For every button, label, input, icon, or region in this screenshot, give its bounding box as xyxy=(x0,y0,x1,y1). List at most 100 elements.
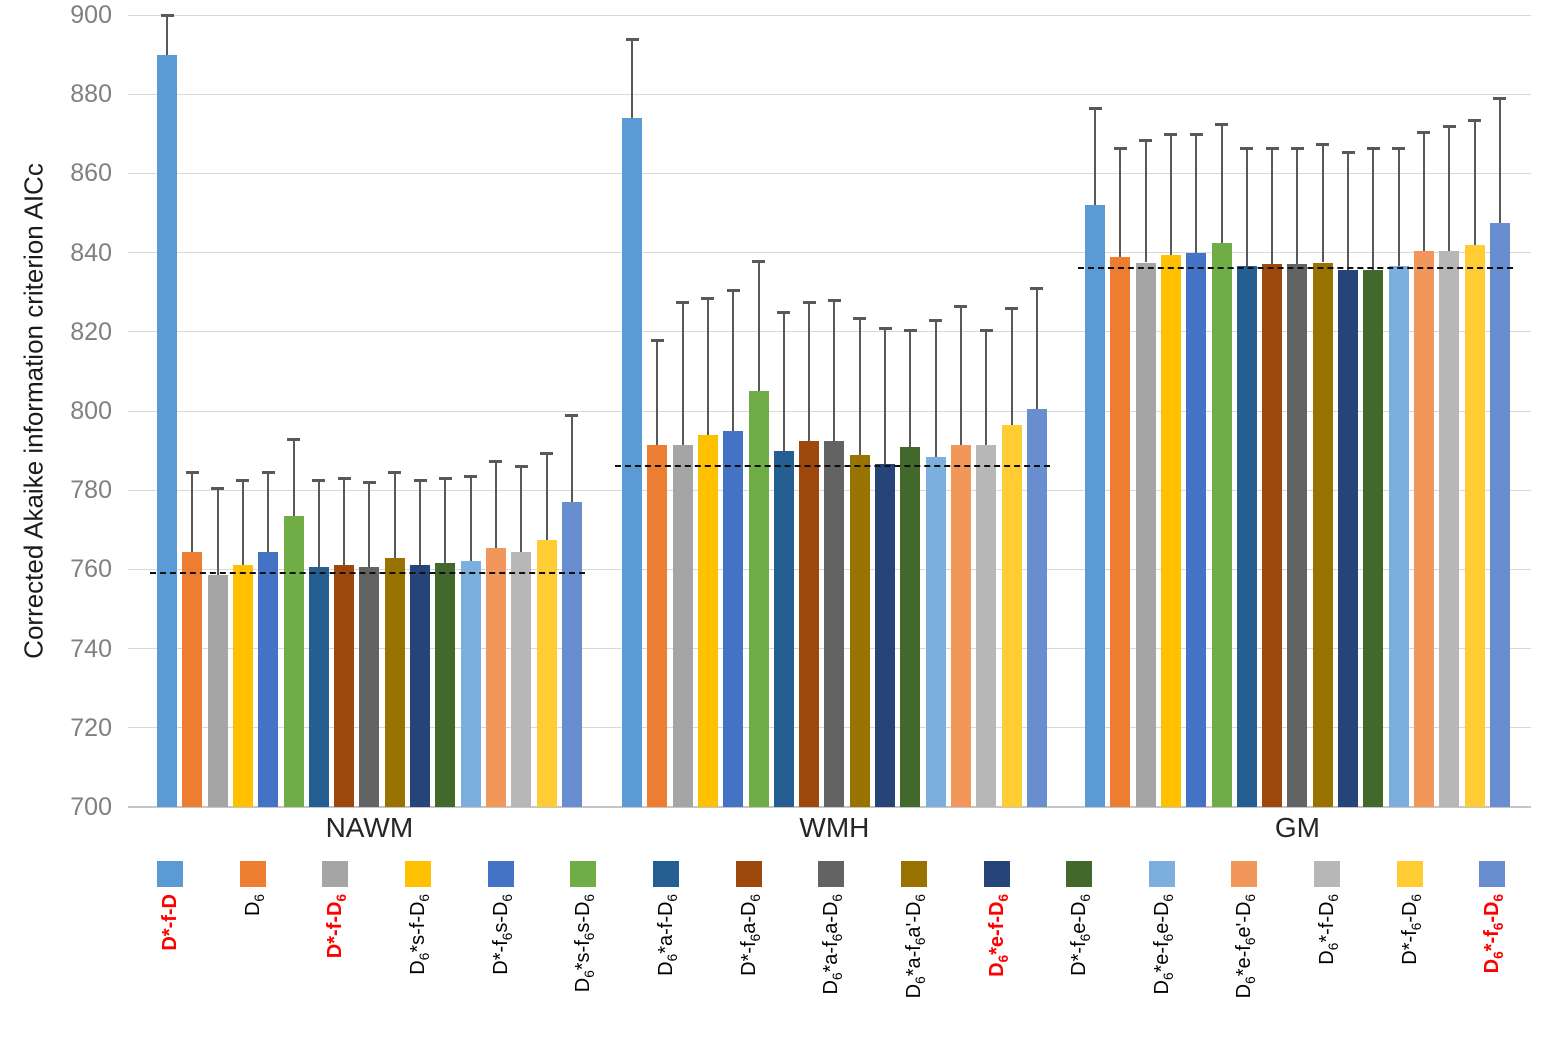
error-bar-cap-GM-s17 xyxy=(1493,97,1507,101)
error-bar-stem-WMH-s1 xyxy=(631,38,633,118)
error-bar-cap-GM-s5 xyxy=(1189,132,1203,136)
bar-WMH-s2 xyxy=(647,444,668,807)
bar-WMH-s14 xyxy=(950,444,971,807)
x-category-label-GM: GM xyxy=(1274,812,1320,843)
bar-WMH-s3 xyxy=(672,444,693,807)
error-bar-cap-NAWM-s11 xyxy=(413,479,427,483)
error-bar-cap-WMH-s2 xyxy=(650,338,664,342)
error-bar-cap-WMH-s10 xyxy=(853,316,867,320)
legend-swatch-2 xyxy=(239,861,266,887)
legend-swatch-15 xyxy=(1314,861,1341,887)
error-bar-stem-GM-s14 xyxy=(1422,131,1425,251)
error-bar-cap-WMH-s13 xyxy=(929,318,943,322)
legend-swatch-14 xyxy=(1231,861,1258,887)
legend-label-11: D6*e-f-D6 xyxy=(985,894,1011,977)
gridline xyxy=(128,410,1531,412)
x-category-label-NAWM: NAWM xyxy=(325,812,414,843)
bar-NAWM-s13 xyxy=(460,561,481,807)
error-bar-cap-GM-s13 xyxy=(1392,146,1406,150)
error-bar-stem-WMH-s9 xyxy=(833,300,836,441)
error-bar-cap-GM-s3 xyxy=(1139,138,1153,142)
legend-label-14: D6*e-f6e'-D6 xyxy=(1233,894,1259,999)
bar-GM-s16 xyxy=(1464,244,1485,807)
error-bar-stem-NAWM-s9 xyxy=(368,482,371,568)
bar-WMH-s8 xyxy=(799,440,820,807)
error-bar-stem-NAWM-s8 xyxy=(343,478,346,566)
error-bar-cap-GM-s10 xyxy=(1316,142,1330,146)
error-bar-cap-GM-s11 xyxy=(1341,150,1355,154)
bar-GM-s13 xyxy=(1388,266,1409,807)
bar-NAWM-s12 xyxy=(435,563,456,807)
legend-swatch-17 xyxy=(1479,861,1506,887)
error-bar-stem-GM-s16 xyxy=(1473,119,1476,245)
error-bar-cap-NAWM-s8 xyxy=(337,477,351,481)
bar-GM-s1 xyxy=(1085,205,1105,807)
bar-GM-s17 xyxy=(1489,222,1510,807)
bar-GM-s2 xyxy=(1110,256,1131,807)
error-bar-cap-WMH-s7 xyxy=(777,311,791,314)
error-bar-stem-GM-s11 xyxy=(1347,151,1349,271)
bar-NAWM-s8 xyxy=(334,565,355,807)
legend-label-5: D*-f6s-D6 xyxy=(489,894,515,975)
bar-NAWM-s3 xyxy=(207,575,228,807)
error-bar-stem-WMH-s16 xyxy=(1010,308,1013,425)
bar-WMH-s11 xyxy=(875,464,895,807)
error-bar-stem-WMH-s8 xyxy=(808,302,811,441)
bar-NAWM-s16 xyxy=(536,539,557,807)
error-bar-stem-NAWM-s7 xyxy=(317,480,320,568)
bar-GM-s7 xyxy=(1236,266,1257,807)
error-bar-cap-GM-s14 xyxy=(1417,130,1431,134)
y-tick-label: 840 xyxy=(70,238,112,267)
error-bar-cap-NAWM-s6 xyxy=(287,437,300,441)
error-bar-cap-NAWM-s17 xyxy=(565,413,579,417)
error-bar-cap-GM-s12 xyxy=(1366,146,1380,150)
bar-WMH-s5 xyxy=(723,430,744,807)
error-bar-stem-WMH-s3 xyxy=(681,302,684,445)
error-bar-stem-WMH-s13 xyxy=(934,319,937,457)
legend-swatch-6 xyxy=(570,861,597,887)
legend-swatch-10 xyxy=(900,861,927,887)
error-bar-cap-NAWM-s10 xyxy=(388,471,402,475)
error-bar-cap-NAWM-s12 xyxy=(438,477,452,481)
gridline xyxy=(128,252,1531,254)
bar-NAWM-s2 xyxy=(182,551,203,807)
error-bar-stem-NAWM-s12 xyxy=(444,478,447,564)
error-bar-cap-GM-s6 xyxy=(1215,122,1228,126)
error-bar-cap-WMH-s14 xyxy=(954,305,968,309)
bar-WMH-s7 xyxy=(773,450,794,807)
bar-NAWM-s10 xyxy=(384,557,405,807)
reference-line-NAWM xyxy=(150,572,585,575)
legend-label-9: D6*a-f6a-D6 xyxy=(820,894,846,995)
bar-NAWM-s6 xyxy=(283,515,304,807)
error-bar-stem-GM-s17 xyxy=(1498,98,1501,223)
error-bar-stem-WMH-s12 xyxy=(909,329,912,447)
error-bar-cap-NAWM-s4 xyxy=(236,479,250,483)
error-bar-stem-NAWM-s15 xyxy=(520,466,523,552)
error-bar-stem-GM-s3 xyxy=(1144,139,1147,263)
y-tick-label: 740 xyxy=(70,634,112,663)
error-bar-stem-GM-s13 xyxy=(1397,147,1400,267)
legend-label-2: D6 xyxy=(241,894,267,917)
error-bar-stem-GM-s1 xyxy=(1094,108,1096,206)
error-bar-cap-GM-s8 xyxy=(1265,146,1279,150)
legend-swatch-1 xyxy=(157,861,183,887)
legend-label-15: D6*-f-D6 xyxy=(1316,894,1342,965)
legend-swatch-7 xyxy=(652,861,679,887)
error-bar-stem-NAWM-s17 xyxy=(570,414,573,503)
bar-GM-s10 xyxy=(1312,262,1333,807)
bar-NAWM-s9 xyxy=(359,567,380,807)
legend-label-1: D*-f-D xyxy=(159,894,181,951)
legend-swatch-9 xyxy=(818,861,845,887)
bar-WMH-s6 xyxy=(748,391,769,807)
bar-GM-s5 xyxy=(1186,252,1207,807)
bar-NAWM-s15 xyxy=(511,551,532,807)
legend-swatch-11 xyxy=(983,861,1010,887)
error-bar-cap-WMH-s6 xyxy=(752,259,765,263)
bar-WMH-s10 xyxy=(849,454,870,807)
y-tick-label: 760 xyxy=(70,555,112,584)
bar-GM-s14 xyxy=(1413,250,1434,807)
bar-GM-s6 xyxy=(1211,242,1232,807)
error-bar-cap-WMH-s3 xyxy=(676,301,690,305)
error-bar-cap-GM-s2 xyxy=(1113,146,1127,150)
